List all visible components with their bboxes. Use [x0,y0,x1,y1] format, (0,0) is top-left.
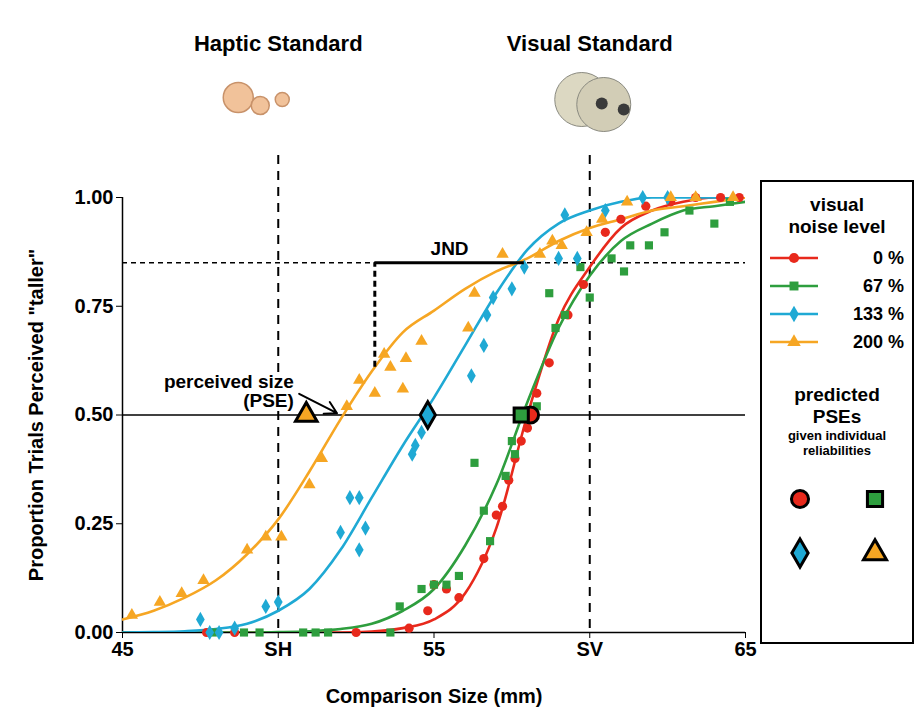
svg-text:65: 65 [734,638,756,660]
svg-text:Comparison Size (mm): Comparison Size (mm) [326,685,543,707]
svg-text:SH: SH [264,638,292,660]
svg-text:1.00: 1.00 [75,186,114,208]
svg-text:Haptic Standard: Haptic Standard [194,31,363,56]
svg-text:perceived size(PSE): perceived size(PSE) [164,371,294,411]
svg-text:0.25: 0.25 [75,512,114,534]
html-text:0 %: 0 % [873,247,904,268]
html-text:200 %: 200 % [853,331,904,352]
svg-text:55: 55 [423,638,445,660]
svg-text:Visual Standard: Visual Standard [507,31,673,56]
html-text:predicted PSEs: predicted PSEs [794,384,880,427]
svg-text:0.00: 0.00 [75,621,114,643]
html-text:67 %: 67 % [863,275,904,296]
svg-text:SV: SV [576,638,603,660]
svg-text:0.75: 0.75 [75,295,114,317]
html-text:133 %: 133 % [853,303,904,324]
html-text:given individual reliabilities: given individual reliabilities [787,428,887,458]
svg-text:JND: JND [431,238,469,259]
svg-text:0.50: 0.50 [75,403,114,425]
html-text:visual noise level: visual noise level [788,194,886,237]
svg-text:Proportion Trials Perceived "t: Proportion Trials Perceived "taller" [25,249,47,581]
svg-text:45: 45 [111,638,133,660]
